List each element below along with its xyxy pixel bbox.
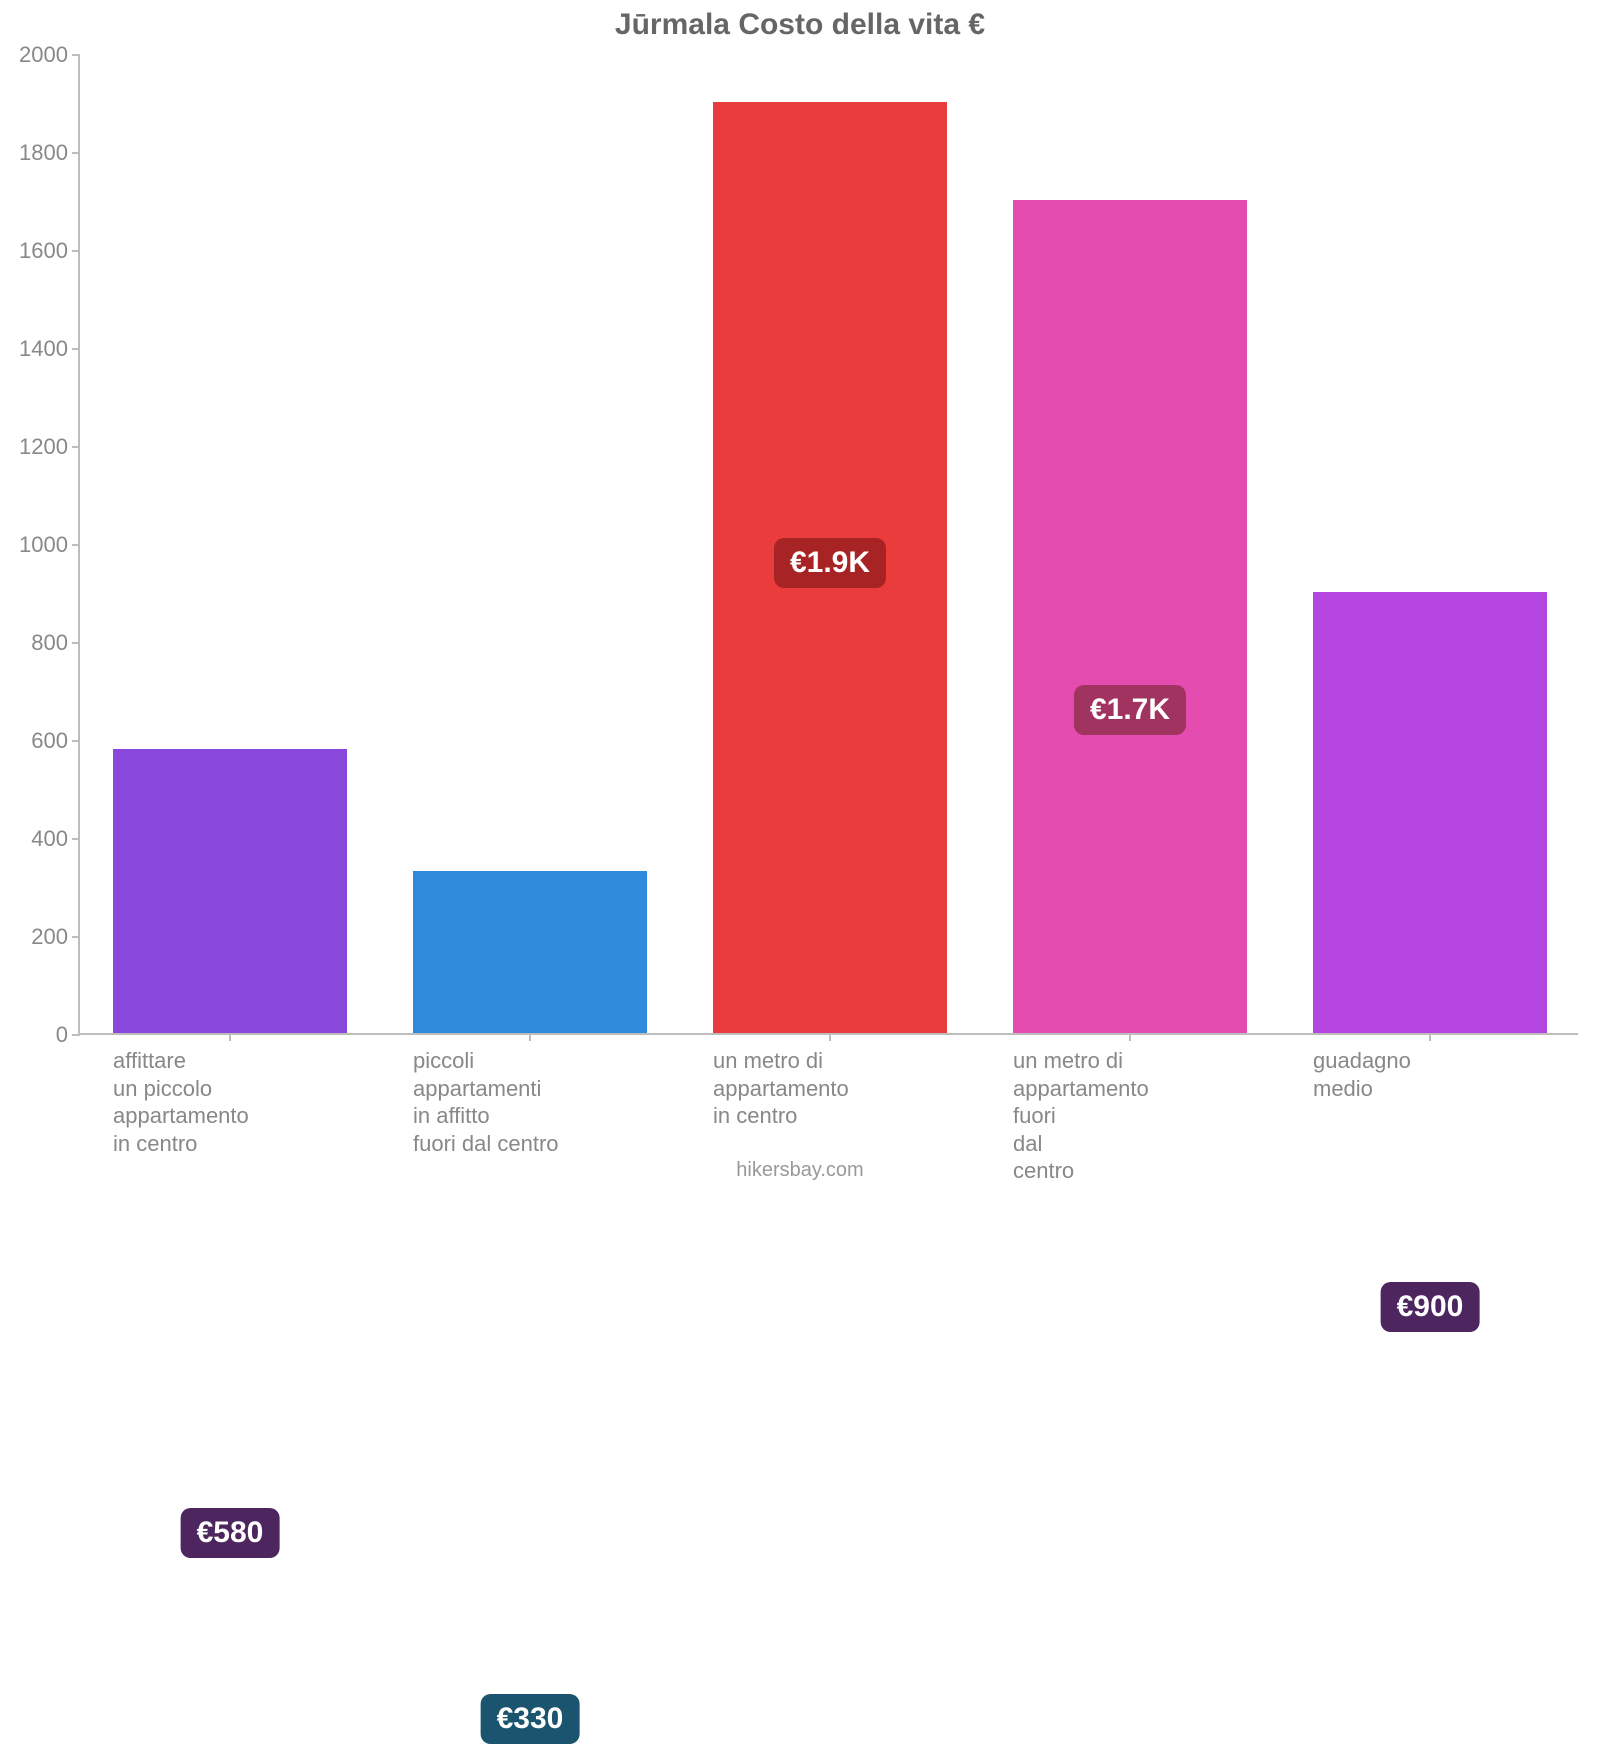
x-tick-mark: [1429, 1033, 1431, 1041]
y-tick-label: 0: [56, 1022, 80, 1048]
y-tick-label: 1600: [19, 238, 80, 264]
y-tick-label: 1200: [19, 434, 80, 460]
x-axis-label: guadagno medio: [1313, 1047, 1547, 1102]
x-axis-label: piccoli appartamenti in affitto fuori da…: [413, 1047, 647, 1157]
y-tick-label: 800: [31, 630, 80, 656]
y-tick-label: 400: [31, 826, 80, 852]
y-tick-label: 200: [31, 924, 80, 950]
bar-chart: Jūrmala Costo della vita € €580 €330 €1.9K…: [0, 0, 1600, 1200]
bar: €330: [413, 871, 647, 1033]
plot-area: €580€330€1.9K€1.7K€900 02004006008001000…: [78, 55, 1578, 1035]
value-badge: €330: [481, 1694, 580, 1744]
bars-layer: €580 €330 €1.9K €1.7K €900: [80, 55, 1578, 1033]
x-axis-label: un metro di appartamento in centro: [713, 1047, 947, 1130]
bar: €580: [113, 749, 347, 1033]
value-badge: €900: [1381, 1282, 1480, 1332]
y-tick-label: 1000: [19, 532, 80, 558]
bar: €1.7K: [1013, 200, 1247, 1033]
chart-title: Jūrmala Costo della vita €: [0, 8, 1600, 42]
y-tick-label: 1400: [19, 336, 80, 362]
bar: €1.9K: [713, 102, 947, 1033]
value-badge: €580: [181, 1508, 280, 1558]
y-tick-label: 1800: [19, 140, 80, 166]
x-tick-mark: [229, 1033, 231, 1041]
y-tick-label: 2000: [19, 42, 80, 68]
y-tick-label: 600: [31, 728, 80, 754]
x-tick-mark: [829, 1033, 831, 1041]
value-badge: €1.7K: [1074, 685, 1186, 735]
x-tick-mark: [529, 1033, 531, 1041]
chart-footer: hikersbay.com: [0, 1159, 1600, 1182]
x-axis-label: affittare un piccolo appartamento in cen…: [113, 1047, 347, 1157]
value-badge: €1.9K: [774, 538, 886, 588]
bar: €900: [1313, 592, 1547, 1033]
x-tick-mark: [1129, 1033, 1131, 1041]
